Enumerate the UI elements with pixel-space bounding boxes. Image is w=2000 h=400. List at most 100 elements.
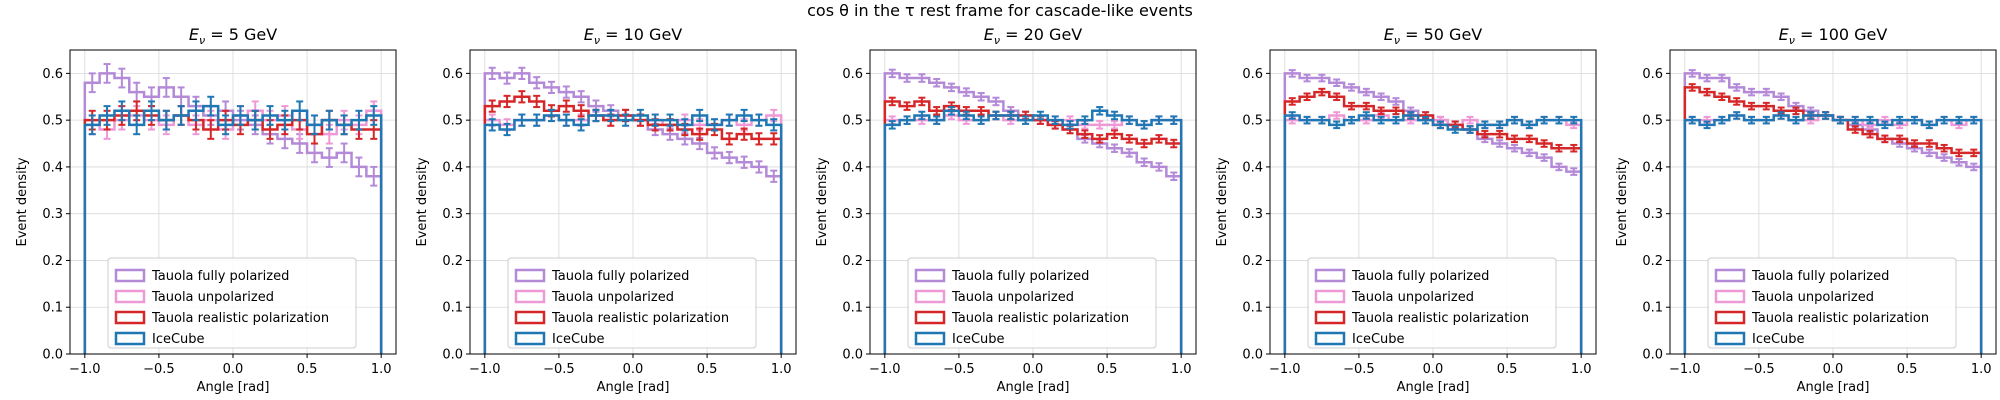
error-bar	[1081, 115, 1089, 125]
error-bar	[1362, 101, 1370, 111]
legend: Tauola fully polarized Tauola unpolarized…	[907, 257, 1157, 349]
series-tauola-realistic-polarization	[1683, 83, 1983, 354]
error-bar	[592, 108, 600, 123]
y-tick-label: 0.6	[42, 67, 63, 82]
error-bar	[1362, 111, 1370, 120]
legend-swatch	[514, 289, 546, 304]
step-line	[483, 114, 783, 354]
error-bar	[1881, 134, 1889, 144]
legend: Tauola fully polarized Tauola unpolarized…	[1707, 257, 1957, 349]
error-bar	[1703, 87, 1711, 97]
legend-label: Tauola fully polarized	[1751, 269, 1889, 284]
error-bar	[1836, 115, 1844, 125]
legend-swatch	[914, 289, 946, 304]
y-tick-label: 0.1	[42, 301, 63, 316]
error-bar	[918, 73, 926, 83]
title-symbol: E	[584, 25, 595, 44]
legend-item: Tauola unpolarized	[1714, 289, 1874, 305]
legend-swatch	[914, 310, 946, 325]
error-bar	[1392, 106, 1400, 116]
error-bar	[1288, 69, 1296, 78]
error-bar	[1718, 115, 1726, 125]
y-tick-label: 0.4	[1642, 160, 1663, 175]
legend-swatch	[1314, 331, 1346, 346]
error-bar	[1348, 101, 1355, 111]
error-bar	[1377, 92, 1385, 102]
error-bar	[1970, 162, 1978, 172]
legend-label: Tauola realistic polarization	[1351, 311, 1529, 326]
legend-label: IceCube	[1352, 332, 1405, 347]
error-bar	[725, 150, 733, 165]
error-bar	[340, 142, 348, 164]
legend-label: Tauola fully polarized	[151, 269, 289, 284]
error-bar	[533, 113, 541, 127]
legend-item: Tauola realistic polarization	[514, 310, 729, 326]
error-bar	[770, 132, 778, 146]
title-subscript: ν	[1394, 34, 1400, 47]
error-bar	[1540, 153, 1548, 162]
y-tick-label: 0.2	[1642, 254, 1663, 269]
error-bar	[340, 114, 348, 136]
error-bar	[1762, 87, 1770, 97]
subplot-title: Eν = 100 GeV	[1779, 25, 1888, 47]
subplot-3: −1.0 −0.5 0.0 0.5 1.0 0.0 0.1 0.2 0.3 0.4 0.5 0.6 An…	[815, 25, 1197, 395]
error-bar	[636, 108, 644, 123]
error-bar	[1570, 143, 1578, 153]
step-line	[1283, 90, 1583, 354]
legend-label: IceCube	[552, 332, 605, 347]
error-bar	[207, 95, 215, 117]
legend-item: Tauola fully polarized	[1314, 268, 1489, 284]
error-bar	[948, 106, 955, 116]
error-bar	[1748, 87, 1755, 97]
series-icecube	[483, 108, 783, 354]
x-tick-label: −1.0	[1269, 362, 1301, 377]
error-bar	[162, 77, 170, 98]
legend-swatch	[1314, 289, 1346, 304]
error-bar	[888, 68, 896, 79]
y-tick-label: 0.0	[1242, 348, 1263, 363]
y-tick-label: 0.1	[442, 301, 463, 316]
error-bar	[207, 119, 215, 140]
error-bar	[562, 113, 570, 127]
error-bar	[1733, 111, 1741, 120]
error-bar	[1688, 115, 1696, 125]
subplot-title: Eν = 5 GeV	[189, 25, 277, 47]
title-symbol: E	[1779, 25, 1790, 44]
error-bar	[281, 109, 289, 131]
step-line	[83, 104, 383, 354]
legend-item: Tauola realistic polarization	[114, 310, 329, 326]
error-bar	[1540, 139, 1548, 148]
error-bar	[696, 108, 704, 123]
legend-item: Tauola fully polarized	[1714, 268, 1889, 284]
error-bar	[1066, 120, 1074, 130]
y-tick-label: 0.5	[1642, 114, 1663, 129]
error-bar	[296, 100, 304, 122]
error-bar	[1748, 101, 1755, 111]
legend-swatch	[114, 310, 146, 325]
error-bar	[1807, 111, 1815, 120]
error-bar	[1140, 120, 1148, 130]
legend-swatch	[1714, 268, 1746, 283]
error-bar	[162, 109, 170, 131]
error-bar	[503, 122, 511, 137]
error-bar	[1303, 92, 1311, 102]
x-tick-label: −1.0	[869, 362, 901, 377]
error-bar	[1733, 97, 1741, 106]
error-bar	[755, 113, 763, 127]
error-bar	[1970, 115, 1978, 125]
legend-label: Tauola realistic polarization	[551, 311, 729, 326]
title-rest: = 20 GeV	[1000, 25, 1082, 44]
error-bar	[1703, 120, 1711, 130]
legend-item: IceCube	[1314, 331, 1405, 347]
panels: −1.0 −0.5 0.0 0.5 1.0 0.0 0.1 0.2 0.3 0.4 0.5 0.6 An…	[15, 25, 1997, 395]
legend-item: Tauola fully polarized	[914, 268, 1089, 284]
y-tick-label: 0.2	[42, 254, 63, 269]
legend-label: Tauola unpolarized	[1351, 290, 1474, 305]
subplot-title: Eν = 10 GeV	[584, 25, 683, 47]
error-bar	[103, 105, 111, 126]
error-bar	[1718, 92, 1726, 102]
error-bar	[933, 115, 941, 125]
error-bar	[992, 110, 1000, 121]
error-bar	[1466, 125, 1474, 134]
error-bar	[1511, 115, 1518, 125]
